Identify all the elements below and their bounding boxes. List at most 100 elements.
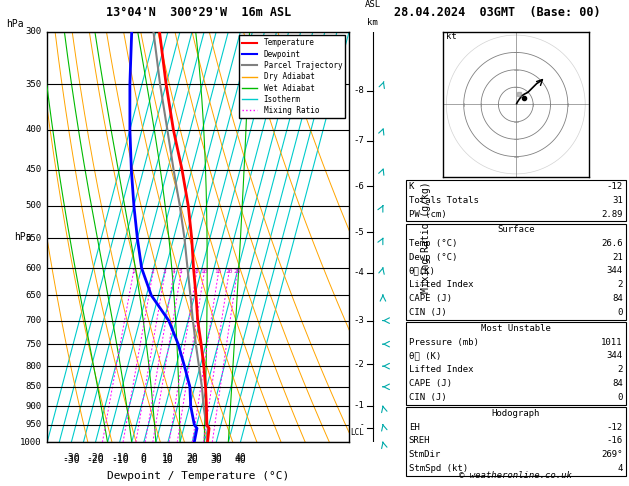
- Text: -30: -30: [62, 453, 80, 463]
- Text: 600: 600: [26, 263, 42, 273]
- Text: 25: 25: [233, 269, 241, 274]
- Text: 31: 31: [612, 196, 623, 205]
- Text: -7: -7: [353, 136, 365, 145]
- Text: 0: 0: [617, 393, 623, 402]
- Text: 8: 8: [194, 269, 198, 274]
- Text: hPa: hPa: [14, 232, 32, 242]
- Text: Most Unstable: Most Unstable: [481, 324, 551, 333]
- Text: 400: 400: [26, 125, 42, 134]
- Text: -20: -20: [87, 454, 104, 465]
- Text: 550: 550: [26, 234, 42, 243]
- Text: Temp (°C): Temp (°C): [409, 239, 457, 248]
- Text: Mixing Ratio (g/kg): Mixing Ratio (g/kg): [421, 181, 431, 293]
- Text: CAPE (J): CAPE (J): [409, 294, 452, 303]
- Text: Lifted Index: Lifted Index: [409, 365, 474, 374]
- Text: CIN (J): CIN (J): [409, 393, 447, 402]
- Text: -10: -10: [111, 453, 128, 463]
- Text: -2: -2: [353, 360, 365, 369]
- Text: 450: 450: [26, 165, 42, 174]
- Text: EH: EH: [409, 423, 420, 432]
- Text: 950: 950: [26, 420, 42, 429]
- Text: 20: 20: [186, 454, 198, 465]
- Text: 0: 0: [141, 454, 147, 465]
- Text: -6: -6: [353, 182, 365, 191]
- Text: PW (cm): PW (cm): [409, 210, 447, 219]
- Text: -12: -12: [606, 423, 623, 432]
- Text: CAPE (J): CAPE (J): [409, 379, 452, 388]
- Text: Dewp (°C): Dewp (°C): [409, 253, 457, 261]
- Text: 21: 21: [612, 253, 623, 261]
- Text: -12: -12: [606, 182, 623, 191]
- Text: 10: 10: [200, 269, 208, 274]
- Text: 10: 10: [162, 453, 174, 463]
- Text: 0: 0: [617, 308, 623, 317]
- Text: ASL: ASL: [365, 0, 381, 9]
- Text: 15: 15: [214, 269, 222, 274]
- Text: -8: -8: [353, 87, 365, 95]
- Text: Dewpoint / Temperature (°C): Dewpoint / Temperature (°C): [107, 471, 289, 481]
- Text: 84: 84: [612, 379, 623, 388]
- Text: 28.04.2024  03GMT  (Base: 00): 28.04.2024 03GMT (Base: 00): [394, 6, 600, 19]
- Text: Hodograph: Hodograph: [492, 409, 540, 418]
- Text: Lifted Index: Lifted Index: [409, 280, 474, 289]
- Text: 850: 850: [26, 382, 42, 391]
- Text: 10: 10: [162, 454, 174, 465]
- Text: 20: 20: [225, 269, 233, 274]
- Text: -4: -4: [353, 268, 365, 277]
- Text: kt: kt: [447, 32, 457, 40]
- Text: 30: 30: [210, 453, 222, 463]
- Text: 650: 650: [26, 291, 42, 300]
- Text: 1000: 1000: [20, 438, 42, 447]
- Text: 2.89: 2.89: [601, 210, 623, 219]
- Text: 500: 500: [26, 201, 42, 210]
- Text: 1011: 1011: [601, 338, 623, 347]
- Text: km: km: [367, 18, 378, 28]
- Text: Surface: Surface: [497, 225, 535, 234]
- Text: 350: 350: [26, 80, 42, 88]
- Text: 26.6: 26.6: [601, 239, 623, 248]
- Text: 750: 750: [26, 340, 42, 348]
- Text: 0: 0: [141, 453, 147, 463]
- Text: 13°04'N  300°29'W  16m ASL: 13°04'N 300°29'W 16m ASL: [106, 6, 291, 19]
- Text: -10: -10: [111, 454, 128, 465]
- Text: SREH: SREH: [409, 436, 430, 446]
- Legend: Temperature, Dewpoint, Parcel Trajectory, Dry Adiabat, Wet Adiabat, Isotherm, Mi: Temperature, Dewpoint, Parcel Trajectory…: [239, 35, 345, 118]
- Text: Pressure (mb): Pressure (mb): [409, 338, 479, 347]
- Text: 2: 2: [617, 280, 623, 289]
- Text: hPa: hPa: [6, 19, 24, 29]
- Text: 800: 800: [26, 362, 42, 371]
- Text: 344: 344: [606, 266, 623, 276]
- Text: 1: 1: [131, 269, 135, 274]
- Text: 30: 30: [210, 454, 222, 465]
- Text: -3: -3: [353, 316, 365, 325]
- Text: -
LCL: - LCL: [350, 420, 365, 436]
- Text: 700: 700: [26, 316, 42, 325]
- Text: 4: 4: [172, 269, 175, 274]
- Text: 2: 2: [617, 365, 623, 374]
- Text: -20: -20: [87, 453, 104, 463]
- Text: 900: 900: [26, 402, 42, 411]
- Text: 40: 40: [235, 454, 247, 465]
- Text: Totals Totals: Totals Totals: [409, 196, 479, 205]
- Text: 269°: 269°: [601, 450, 623, 459]
- Text: 84: 84: [612, 294, 623, 303]
- Text: θᴇ (K): θᴇ (K): [409, 351, 441, 361]
- Text: StmDir: StmDir: [409, 450, 441, 459]
- Text: 300: 300: [26, 27, 42, 36]
- Text: -30: -30: [62, 454, 80, 465]
- Text: θᴇ(K): θᴇ(K): [409, 266, 436, 276]
- Text: 2: 2: [151, 269, 155, 274]
- Text: 20: 20: [186, 453, 198, 463]
- Text: -1: -1: [353, 401, 365, 410]
- Text: 3: 3: [163, 269, 167, 274]
- Text: K: K: [409, 182, 415, 191]
- Text: -5: -5: [353, 227, 365, 237]
- Text: 4: 4: [617, 464, 623, 473]
- Text: StmSpd (kt): StmSpd (kt): [409, 464, 468, 473]
- Text: 40: 40: [235, 453, 247, 463]
- Text: © weatheronline.co.uk: © weatheronline.co.uk: [459, 471, 572, 480]
- Text: 5: 5: [179, 269, 183, 274]
- Text: 344: 344: [606, 351, 623, 361]
- Text: -16: -16: [606, 436, 623, 446]
- Text: CIN (J): CIN (J): [409, 308, 447, 317]
